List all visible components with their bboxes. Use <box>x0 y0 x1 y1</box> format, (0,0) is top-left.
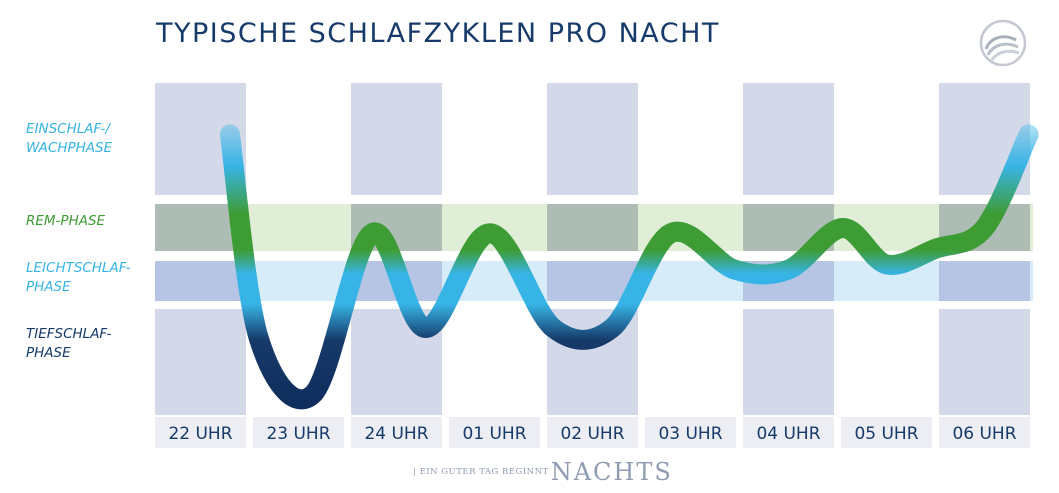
x-tick-label: 02 UHR <box>560 424 624 444</box>
footer-brand: | EIN GUTER TAG BEGINNTNACHTS <box>413 458 673 486</box>
x-tick-label: 06 UHR <box>952 424 1016 444</box>
x-tick-label: 23 UHR <box>266 424 330 444</box>
tick-box <box>155 417 246 448</box>
label-wake-text: EINSCHLAF-/ WACHPHASE <box>26 121 113 156</box>
label-deep-text: TIEFSCHLAF- PHASE <box>26 326 112 361</box>
x-tick-label: 03 UHR <box>658 424 722 444</box>
tick-box <box>351 417 442 448</box>
label-rem-phase: REM-PHASE <box>26 212 105 231</box>
hour-column <box>939 83 1030 415</box>
x-tick-label: 22 UHR <box>168 424 232 444</box>
x-tick-label: 05 UHR <box>854 424 918 444</box>
hour-column <box>547 83 638 415</box>
x-tick-label: 24 UHR <box>364 424 428 444</box>
tick-box <box>841 417 932 448</box>
tick-box <box>253 417 344 448</box>
brand-logo-icon <box>979 19 1027 67</box>
label-deep-phase: TIEFSCHLAF- PHASE <box>26 325 111 363</box>
x-tick-label: 04 UHR <box>756 424 820 444</box>
footer-tagline: | EIN GUTER TAG BEGINNT <box>413 467 549 477</box>
label-light-phase: LEICHTSCHLAF- PHASE <box>26 259 131 297</box>
tick-box <box>743 417 834 448</box>
tick-box <box>547 417 638 448</box>
sleep-cycle-curve <box>219 124 1039 410</box>
x-tick-label: 01 UHR <box>462 424 526 444</box>
label-light-text: LEICHTSCHLAF- PHASE <box>26 260 131 295</box>
tick-box <box>449 417 540 448</box>
tick-box <box>939 417 1030 448</box>
label-rem-text: REM-PHASE <box>26 213 106 229</box>
page-title: TYPISCHE SCHLAFZYKLEN PRO NACHT <box>156 18 720 49</box>
label-wake-phase: EINSCHLAF-/ WACHPHASE <box>26 120 112 158</box>
footer-brand-name: NACHTS <box>550 458 673 486</box>
tick-box <box>645 417 736 448</box>
